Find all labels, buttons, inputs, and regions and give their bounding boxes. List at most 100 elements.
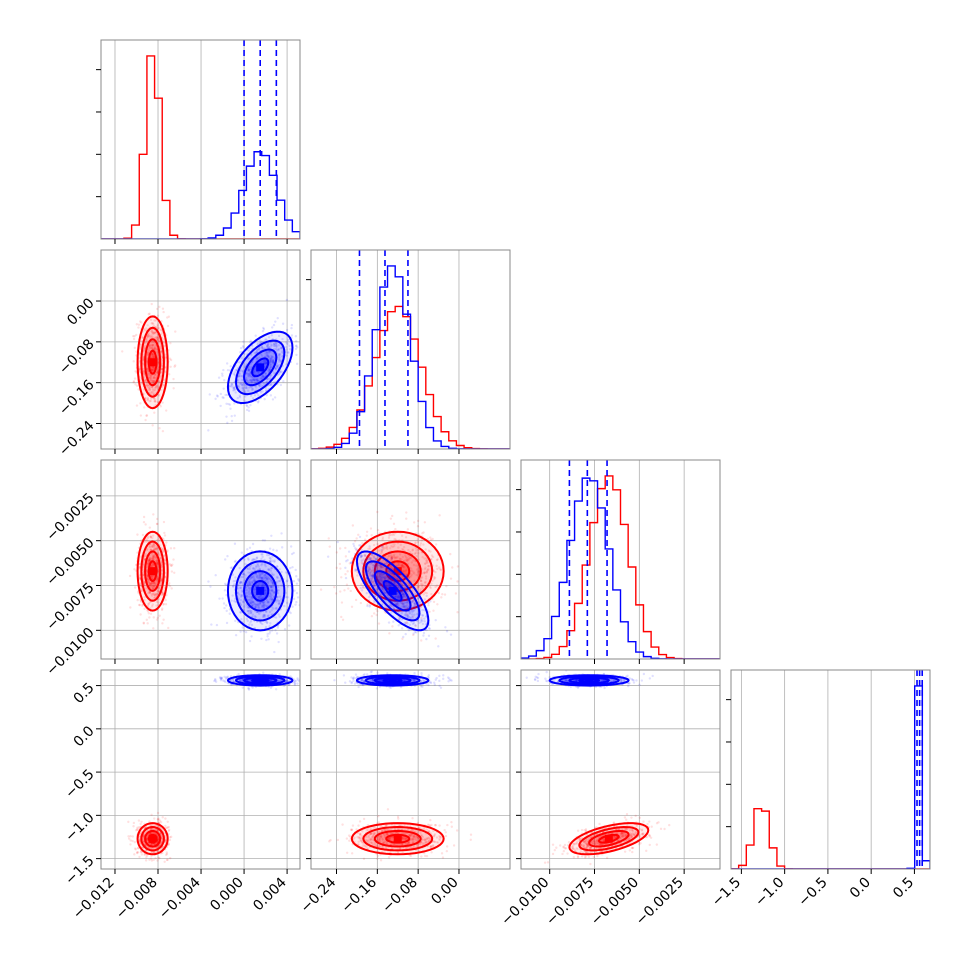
sample-point xyxy=(286,342,289,346)
sample-point xyxy=(149,376,153,380)
sample-point xyxy=(259,377,263,381)
sample-point xyxy=(404,614,407,617)
sample-point xyxy=(155,370,159,373)
sample-point xyxy=(153,331,156,334)
sample-point xyxy=(252,371,256,374)
sample-point xyxy=(406,614,409,617)
sample-point xyxy=(151,388,155,391)
sample-point xyxy=(381,536,385,539)
sample-point xyxy=(265,578,268,581)
sample-point xyxy=(417,569,421,573)
panel-plot-area xyxy=(311,460,510,659)
sample-point xyxy=(267,553,271,557)
sample-point xyxy=(210,623,213,626)
sample-point xyxy=(152,584,156,587)
sample-point xyxy=(149,535,153,538)
sample-point xyxy=(169,856,172,860)
sample-point xyxy=(273,396,277,399)
sample-point xyxy=(373,565,376,568)
sample-point xyxy=(268,357,271,360)
sample-point xyxy=(375,567,378,570)
sample-point xyxy=(135,323,139,326)
sample-point xyxy=(421,622,425,626)
sample-point xyxy=(405,604,409,607)
sample-point xyxy=(174,364,177,367)
sample-point xyxy=(137,847,140,850)
sample-point xyxy=(402,545,406,549)
sample-point xyxy=(283,628,287,631)
sample-point xyxy=(398,596,401,599)
sample-point xyxy=(169,564,173,567)
sample-point xyxy=(390,559,393,562)
sample-point xyxy=(370,577,374,580)
sample-point xyxy=(136,598,139,602)
sample-point xyxy=(424,577,428,580)
sample-point xyxy=(421,583,424,587)
sample-point xyxy=(149,374,153,378)
sample-point xyxy=(157,837,160,840)
sample-point xyxy=(247,357,251,360)
sample-point xyxy=(390,611,393,614)
sample-point xyxy=(418,621,421,625)
sample-point xyxy=(148,557,152,560)
sample-point xyxy=(240,593,243,597)
sample-point xyxy=(258,612,261,615)
sample-point xyxy=(411,615,415,618)
sample-point xyxy=(390,555,393,558)
sample-point xyxy=(258,601,262,604)
sample-point xyxy=(252,579,256,582)
sample-point xyxy=(257,400,260,403)
sample-point xyxy=(406,615,410,618)
sample-point xyxy=(264,620,267,623)
sample-point xyxy=(290,326,293,330)
sample-point xyxy=(424,623,428,626)
sample-point xyxy=(154,593,157,597)
sample-point xyxy=(160,367,164,371)
sample-point xyxy=(281,322,285,325)
sample-point xyxy=(345,560,348,563)
sample-point xyxy=(423,567,427,571)
sample-point xyxy=(274,347,278,351)
sample-point xyxy=(153,411,156,414)
sample-point xyxy=(402,593,405,596)
sample-point xyxy=(296,596,300,599)
sample-point xyxy=(274,320,277,323)
sample-point xyxy=(376,528,380,532)
sample-point xyxy=(152,344,155,347)
sample-point xyxy=(244,562,247,566)
sample-point xyxy=(168,585,172,588)
sample-point xyxy=(153,319,156,322)
sample-point xyxy=(252,576,255,579)
sample-point xyxy=(234,391,237,394)
sample-point xyxy=(253,368,257,371)
sample-point xyxy=(396,602,399,605)
sample-point xyxy=(167,315,171,318)
sample-point xyxy=(375,613,378,617)
sample-point xyxy=(173,365,176,368)
sample-point xyxy=(264,604,267,607)
sample-point xyxy=(385,584,388,587)
sample-point xyxy=(425,628,428,632)
sample-point xyxy=(372,564,375,567)
sample-point xyxy=(262,605,265,609)
sample-point xyxy=(146,386,149,389)
sample-point xyxy=(412,601,416,604)
sample-point xyxy=(402,605,406,609)
sample-point xyxy=(412,571,415,574)
sample-point xyxy=(379,576,382,579)
sample-point xyxy=(155,559,159,562)
sample-point xyxy=(263,382,266,386)
sample-point xyxy=(165,541,168,544)
sample-point xyxy=(151,582,154,585)
sample-point xyxy=(164,366,168,369)
sample-point xyxy=(425,637,428,641)
sample-point xyxy=(132,334,135,338)
sample-point xyxy=(392,553,396,556)
sample-point xyxy=(272,323,276,327)
sample-point xyxy=(339,567,342,570)
sample-point xyxy=(121,350,124,353)
sample-point xyxy=(264,591,267,595)
sample-point xyxy=(278,359,282,362)
sample-point xyxy=(423,598,427,601)
sample-point xyxy=(434,585,437,589)
